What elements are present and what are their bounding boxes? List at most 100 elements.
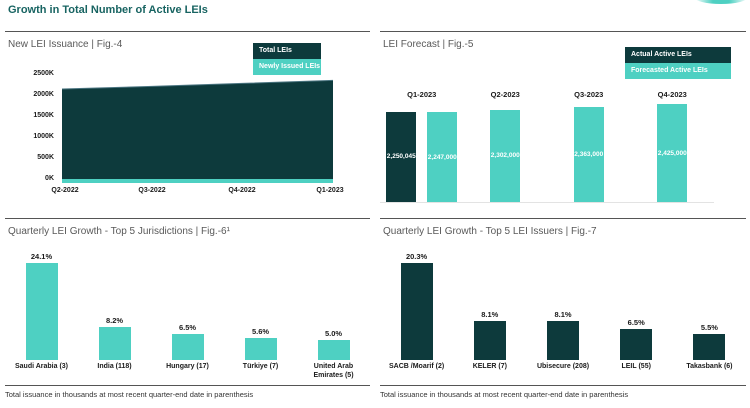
fig7-category-label: KELER (7) [472,363,507,370]
fig4-title: New LEI Issuance | Fig.-4 [8,39,123,50]
fig7-category-label: LEIL (55) [621,363,651,370]
fig5-category-label: Q2-2023 [490,90,520,99]
fig5-bar-forecasted-active-leis: 2,363,000 [573,106,604,202]
fig6-column: 6.5% [151,249,224,360]
fig7-value-label: 6.5% [627,317,645,327]
fig7-bar [620,328,653,360]
fig6-category-label: Hungary (17) [166,363,209,370]
fig4-y-tick: 2000K [33,91,54,98]
fig7-column: 6.5% [600,249,673,360]
fig5-bar-forecasted-active-leis: 2,247,000 [427,112,458,202]
panel-new-lei-issuance: New LEI Issuance | Fig.-4 Total LEIs New… [5,31,370,211]
fig6-column: 5.6% [224,249,297,360]
fig5-bar-forecasted-active-leis: 2,425,000 [657,104,688,202]
fig5-category-label: Q1-2023 [407,90,437,99]
fig6-column: 8.2% [78,249,151,360]
fig7-column: 5.5% [673,249,746,360]
gleif-logo-arc-icon [694,0,748,4]
fig5-category-label: Q3-2023 [574,90,604,99]
fig6-category-label: India (118) [97,363,132,370]
fig5-legend-forecasted: Forecasted Active LEIs [625,63,731,79]
fig5-legend: Actual Active LEIs Forecasted Active LEI… [625,47,731,79]
fig5-bar-actual-active-leis: 2,250,045 [386,111,417,202]
fig4-y-tick: 500K [37,154,54,161]
panel-lei-forecast: LEI Forecast | Fig.-5 Actual Active LEIs… [380,31,746,211]
fig5-bar-value-label: 2,425,000 [657,149,687,157]
fig6-value-label: 5.6% [251,326,270,336]
fig4-x-tick: Q1-2023 [316,187,344,194]
fig7-value-label: 8.1% [554,310,572,320]
fig5-bar-row: 2,302,000 [464,109,548,202]
fig7-column: 8.1% [526,249,599,360]
fig6-value-label: 24.1% [30,252,53,261]
fig5-bar-forecasted-active-leis: 2,302,000 [490,109,521,202]
fig7-column: 8.1% [453,249,526,360]
fig4-legend-newly-issued: Newly Issued LEIs [253,59,321,75]
fig6-category-labels: Saudi Arabia (3) India (118) Hungary (17) T… [5,363,370,381]
fig6-bar-chart: 24.1% 8.2% 6.5% 5.6% 5.0% [5,249,370,360]
fig5-bar-value-label: 2,247,000 [427,153,457,161]
fig7-value-label: 20.3% [405,252,428,261]
footnote-right: Total issuance in thousands at most rece… [380,385,746,399]
fig5-legend-actual: Actual Active LEIs [625,47,731,63]
fig6-bar [317,339,350,360]
fig6-bar [25,263,58,360]
page-title: Growth in Total Number of Active LEIs [8,4,208,16]
fig5-group: Q3-2023 2,363,000 [547,89,631,202]
fig6-value-label: 6.5% [178,322,197,332]
fig4-x-axis: Q2-2022 Q3-2022 Q4-2022 Q1-2023 [51,187,343,197]
fig6-title: Quarterly LEI Growth - Top 5 Jurisdictio… [8,226,230,237]
fig4-y-tick: 0K [45,175,54,182]
footnote-left: Total issuance in thousands at most rece… [5,385,370,399]
fig4-y-tick: 1000K [33,133,54,140]
panel-top5-issuers: Quarterly LEI Growth - Top 5 LEI Issuers… [380,218,746,386]
fig5-title: LEI Forecast | Fig.-5 [383,39,474,50]
fig6-bar [98,327,131,360]
fig6-bar [171,333,204,360]
fig4-y-tick: 1500K [33,112,54,119]
fig4-x-tick: Q2-2022 [51,187,79,194]
fig7-category-label: Ubisecure (208) [536,363,590,370]
fig7-category-labels: SACB /Moarif (2) KELER (7) Ubisecure (208)… [380,363,746,372]
fig5-bar-value-label: 2,302,000 [490,152,520,160]
fig5-bar-value-label: 2,363,000 [574,150,604,158]
fig4-total-leis-area [62,80,333,181]
fig4-x-tick: Q3-2022 [138,187,166,194]
fig7-bar [473,321,506,360]
fig5-group: Q4-2023 2,425,000 [631,89,715,202]
fig5-group: Q1-2023 2,250,045 2,247,000 [380,89,464,202]
fig5-bar-row: 2,425,000 [631,104,715,202]
fig7-value-label: 5.5% [700,322,718,332]
fig6-bar [244,337,277,360]
fig7-value-label: 8.1% [481,310,499,320]
fig6-value-label: 5.0% [324,328,343,338]
fig5-bar-value-label: 2,250,045 [386,153,416,161]
fig4-legend: Total LEIs Newly Issued LEIs [253,43,321,75]
fig6-category-label: United Arab Emirates (5) [313,363,354,379]
fig5-bar-chart: Q1-2023 2,250,045 2,247,000 Q2-2023 2,302,00… [380,89,714,203]
fig4-area-svg [62,79,333,183]
fig4-total-leis-edge [62,79,333,90]
fig7-bar-chart: 20.3% 8.1% 8.1% 6.5% 5.5% [380,249,746,360]
fig6-value-label: 8.2% [105,316,124,325]
fig5-group: Q2-2023 2,302,000 [464,89,548,202]
fig5-category-label: Q4-2023 [657,90,687,99]
fig6-column: 24.1% [5,249,78,360]
fig6-column: 5.0% [297,249,370,360]
fig6-category-label: Saudi Arabia (3) [14,363,69,370]
fig7-bar [547,321,579,360]
fig4-x-tick: Q4-2022 [228,187,256,194]
fig7-title: Quarterly LEI Growth - Top 5 LEI Issuers… [383,226,597,237]
fig7-bar [400,263,433,360]
fig7-column: 20.3% [380,249,453,360]
fig6-category-label: Türkiye (7) [242,363,279,370]
fig7-category-label: Takasbank (6) [686,363,733,370]
fig4-legend-total-leis: Total LEIs [253,43,321,59]
fig4-newly-issued-strip [62,179,333,183]
fig4-y-tick: 2500K [33,70,54,77]
fig5-bar-row: 2,250,045 2,247,000 [380,111,464,202]
fig5-bar-row: 2,363,000 [547,106,631,202]
panel-top5-jurisdictions: Quarterly LEI Growth - Top 5 Jurisdictio… [5,218,370,386]
fig7-category-label: SACB /Moarif (2) [388,363,445,370]
